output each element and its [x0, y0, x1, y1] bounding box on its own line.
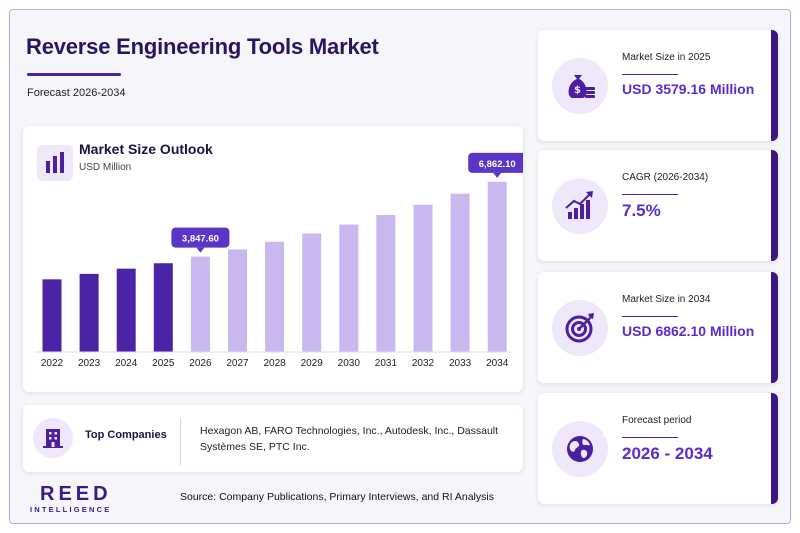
x-tick-label-2029: 2029 [301, 358, 324, 369]
svg-text:$: $ [574, 85, 581, 96]
data-label-2034: 6,862.10 [468, 152, 523, 178]
bar-2029 [302, 233, 322, 352]
companies-label: Top Companies [85, 429, 167, 441]
stat-divider [622, 194, 678, 195]
globe-icon [552, 421, 608, 477]
bar-2032 [413, 204, 433, 352]
stat-card-market-2034: Market Size in 2034 USD 6862.10 Million [538, 272, 778, 383]
stat-value: USD 6862.10 Million [622, 323, 755, 339]
companies-divider [180, 418, 181, 465]
source-note: Source: Company Publications, Primary In… [180, 491, 494, 503]
stat-value: 7.5% [622, 201, 661, 220]
stat-label: CAGR (2026-2034) [622, 172, 709, 183]
x-tick-label-2032: 2032 [412, 358, 435, 369]
chart-title: Market Size Outlook [79, 141, 213, 157]
x-tick-label-2024: 2024 [115, 358, 138, 369]
companies-text: Hexagon AB, FARO Technologies, Inc., Aut… [200, 425, 499, 453]
companies-card [23, 405, 523, 472]
bar-chart: 2022 2023 2024 2025 2026 2027 2028 2029 2030 2031… [35, 152, 523, 369]
bar-2028 [265, 241, 285, 352]
page-subtitle: Forecast 2026-2034 [27, 87, 126, 99]
bar-2030 [339, 224, 359, 352]
title-underline [27, 73, 121, 76]
x-tick-label-2023: 2023 [78, 358, 101, 369]
logo-wordmark: REED [40, 483, 112, 505]
stat-card-forecast-period: Forecast period 2026 - 2034 [538, 393, 778, 504]
bar-2026 [190, 256, 210, 352]
x-tick-label-2022: 2022 [41, 358, 64, 369]
money-bag-icon: $ [552, 58, 608, 114]
stat-label: Market Size in 2034 [622, 294, 711, 305]
chart-unit: USD Million [79, 162, 132, 173]
x-tick-label-2034: 2034 [486, 358, 509, 369]
x-tick-label-2027: 2027 [226, 358, 249, 369]
stat-value: 2026 - 2034 [622, 444, 713, 463]
stat-value: USD 3579.16 Million [622, 81, 755, 97]
bar-2034 [487, 181, 507, 352]
svg-text:6,862.10: 6,862.10 [479, 159, 516, 170]
stat-label: Market Size in 2025 [622, 52, 711, 63]
bar-2022 [42, 279, 62, 352]
bar-2023 [79, 273, 99, 352]
x-tick-label-2028: 2028 [263, 358, 286, 369]
svg-text:3,847.60: 3,847.60 [182, 234, 219, 245]
x-tick-label-2033: 2033 [449, 358, 472, 369]
x-tick-label-2031: 2031 [375, 358, 398, 369]
bar-chart-icon [37, 145, 73, 181]
bar-2025 [153, 263, 173, 352]
stat-divider [622, 74, 678, 75]
bar-2033 [450, 193, 470, 352]
growth-chart-icon [552, 178, 608, 234]
stat-label: Forecast period [622, 415, 692, 426]
bar-2024 [116, 268, 136, 352]
bar-2027 [228, 249, 247, 352]
logo-tagline: INTELLIGENCE [30, 505, 112, 514]
x-tick-label-2030: 2030 [338, 358, 361, 369]
stat-card-market-2025: $ Market Size in 2025 USD 3579.16 Millio… [538, 30, 778, 141]
stat-divider [622, 437, 678, 438]
stat-card-cagr: CAGR (2026-2034) 7.5% [538, 150, 778, 261]
x-tick-label-2026: 2026 [189, 358, 212, 369]
stat-divider [622, 316, 678, 317]
building-icon [33, 418, 73, 458]
bar-2031 [376, 215, 396, 352]
target-icon [552, 300, 608, 356]
data-label-2026: 3,847.60 [171, 227, 230, 253]
page-title: Reverse Engineering Tools Market [26, 34, 379, 59]
x-tick-label-2025: 2025 [152, 358, 175, 369]
